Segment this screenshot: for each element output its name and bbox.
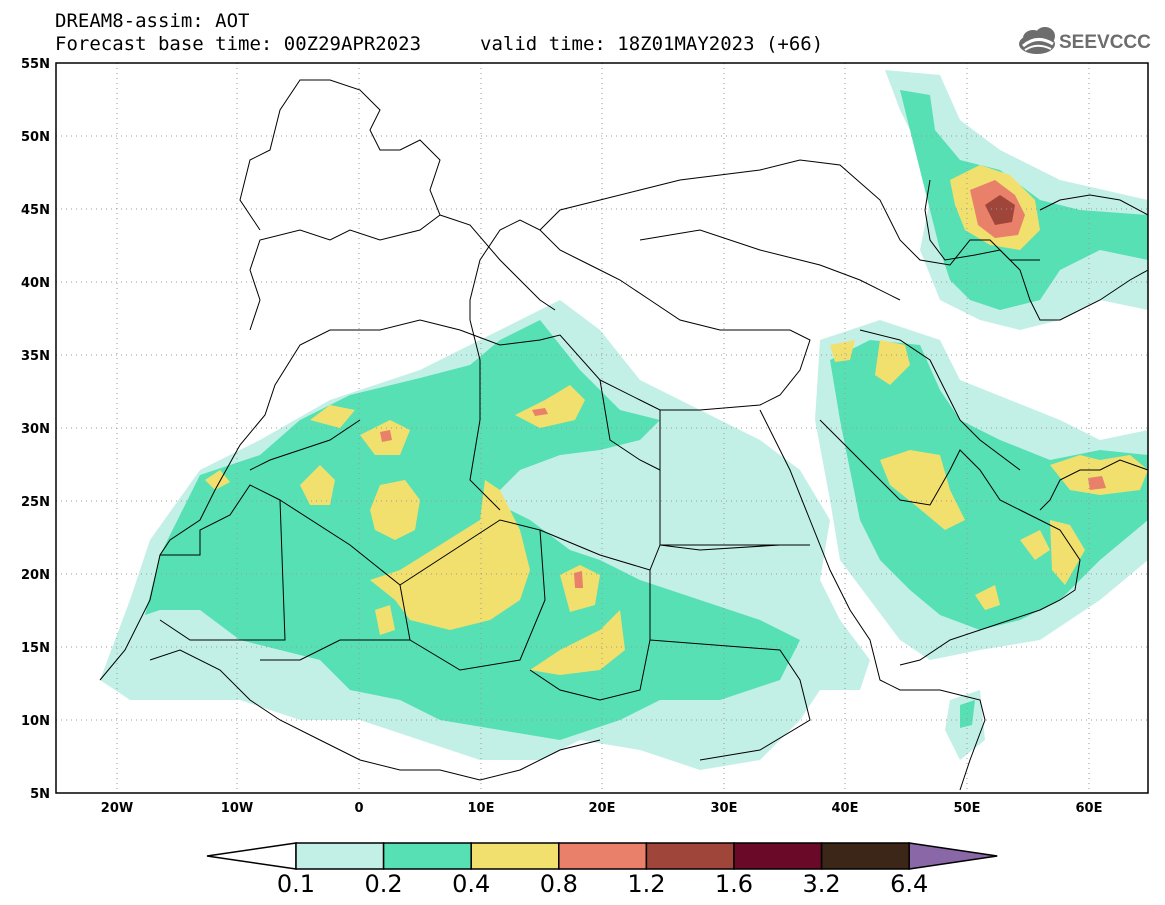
colorbar-label: 0.1 bbox=[277, 870, 315, 898]
map-title: DREAM8-assim: AOT bbox=[55, 10, 250, 32]
lat-tick-label: 45N bbox=[21, 203, 50, 218]
seevccc-logo: SEEVCCC bbox=[1019, 27, 1151, 54]
colorbar-label: 0.8 bbox=[540, 870, 578, 898]
lat-tick-label: 15N bbox=[21, 641, 50, 656]
cloud-icon bbox=[1019, 27, 1055, 54]
colorbar-label: 0.2 bbox=[365, 870, 403, 898]
lat-tick-label: 20N bbox=[21, 568, 50, 583]
lon-tick-label: 30E bbox=[711, 801, 738, 816]
colorbar-swatch bbox=[645, 842, 735, 870]
colorbar-high-arrow bbox=[908, 842, 998, 870]
colorbar-swatch bbox=[295, 842, 385, 870]
aot-level-0.4 bbox=[205, 165, 1148, 675]
colorbar-label: 0.4 bbox=[452, 870, 490, 898]
colorbar-low-arrow bbox=[206, 842, 297, 870]
graticule bbox=[56, 63, 1148, 793]
colorbar-label: 1.6 bbox=[715, 870, 753, 898]
latitude-labels: 55N 50N 45N 40N 35N 30N 25N 20N 15N 10N … bbox=[21, 57, 50, 802]
lat-tick-label: 5N bbox=[30, 787, 50, 802]
aot-shading bbox=[100, 70, 1148, 770]
lat-tick-label: 40N bbox=[21, 276, 50, 291]
lat-tick-label: 30N bbox=[21, 422, 50, 437]
lon-tick-label: 20E bbox=[589, 801, 616, 816]
lon-tick-label: 20W bbox=[101, 801, 133, 816]
lon-tick-label: 50E bbox=[954, 801, 981, 816]
colorbar-label: 6.4 bbox=[890, 870, 928, 898]
lon-tick-label: 40E bbox=[832, 801, 859, 816]
lon-tick-label: 10W bbox=[221, 801, 253, 816]
lat-tick-label: 35N bbox=[21, 349, 50, 364]
coastlines bbox=[56, 63, 1148, 793]
colorbar-swatch bbox=[382, 842, 472, 870]
longitude-labels: 20W 10W 0 10E 20E 30E 40E 50E 60E bbox=[101, 801, 1103, 816]
logo-text: SEEVCCC bbox=[1059, 32, 1151, 53]
colorbar-label: 3.2 bbox=[803, 870, 841, 898]
lat-tick-label: 10N bbox=[21, 714, 50, 729]
colorbar-swatch bbox=[558, 842, 648, 870]
map-frame bbox=[55, 62, 1149, 794]
colorbar-swatch bbox=[470, 842, 560, 870]
colorbar-labels: 0.1 0.2 0.4 0.8 1.2 1.6 3.2 6.4 bbox=[277, 870, 928, 898]
lat-tick-label: 50N bbox=[21, 130, 50, 145]
lat-tick-label: 55N bbox=[21, 57, 50, 72]
colorbar-label: 1.2 bbox=[627, 870, 665, 898]
forecast-base-time: Forecast base time: 00Z29APR2023 bbox=[55, 33, 422, 55]
lon-tick-label: 10E bbox=[468, 801, 495, 816]
colorbar-swatch bbox=[820, 842, 910, 870]
colorbar-swatch bbox=[733, 842, 823, 870]
aot-level-1.2 bbox=[985, 195, 1015, 225]
colorbar-boxes bbox=[295, 842, 998, 870]
lat-tick-label: 25N bbox=[21, 495, 50, 510]
valid-time: valid time: 18Z01MAY2023 (+66) bbox=[480, 33, 824, 55]
lon-tick-label: 0 bbox=[354, 801, 363, 816]
lon-tick-label: 60E bbox=[1076, 801, 1103, 816]
